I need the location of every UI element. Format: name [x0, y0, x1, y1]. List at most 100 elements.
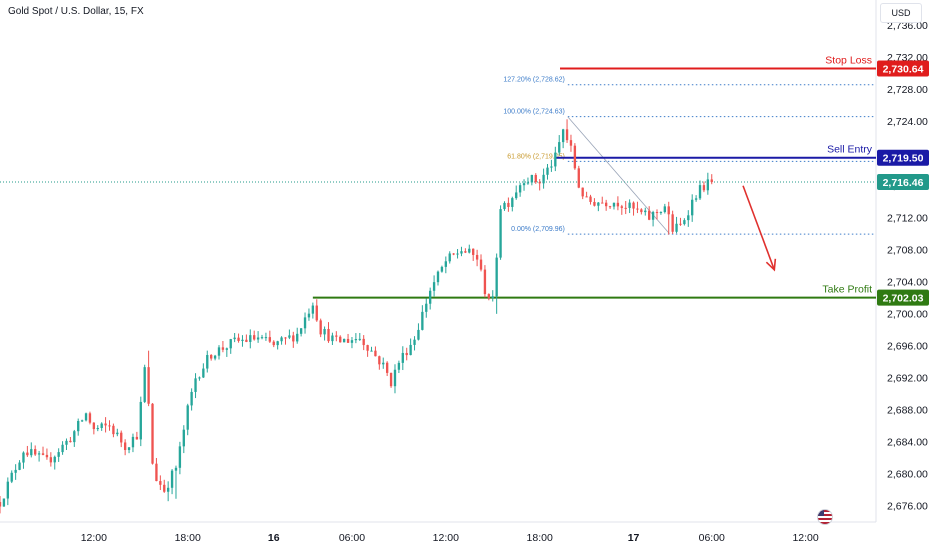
candle-body — [585, 196, 588, 198]
candle-body — [554, 152, 557, 167]
sell_entry-price-badge[interactable] — [877, 149, 929, 166]
candle-body — [569, 140, 573, 146]
candle-body — [339, 336, 342, 343]
candle-body — [96, 427, 99, 430]
candle-body — [499, 209, 502, 258]
sell_entry-price-label: 2,719.50 — [883, 153, 924, 165]
candle-body — [464, 251, 467, 253]
candle-body — [315, 305, 318, 321]
overlay-layer — [742, 185, 777, 272]
candle-body — [323, 328, 326, 335]
candle-body — [100, 423, 103, 428]
candle-body — [37, 453, 41, 455]
candle-body — [6, 481, 9, 499]
price-tick-label: 2,724.00 — [887, 116, 928, 128]
candle-body — [683, 220, 686, 225]
take_profit-price-badge[interactable] — [877, 289, 929, 306]
time-tick-label: 18:00 — [175, 532, 201, 544]
candle-body — [73, 431, 76, 443]
candle-body — [116, 432, 119, 435]
candle-body — [503, 202, 506, 210]
candle-body — [694, 198, 698, 200]
candle-body — [307, 313, 311, 318]
candle-body — [448, 253, 451, 262]
candle-body — [331, 335, 334, 342]
candle-body — [601, 202, 604, 204]
time-tick-label: 06:00 — [699, 532, 725, 544]
candle-body — [354, 339, 358, 341]
candle-body — [296, 333, 299, 342]
us-flag-icon — [817, 509, 833, 525]
candle-body — [229, 339, 232, 349]
candle-body — [530, 174, 534, 183]
candle-body — [362, 338, 365, 346]
candle-body — [698, 185, 702, 199]
candle-body — [518, 185, 522, 193]
fib-level-label: 100.00% (2,724.63) — [503, 109, 565, 116]
candle-body — [0, 501, 2, 507]
candle-body — [456, 253, 459, 255]
time-tick-label: 16 — [268, 532, 280, 544]
candle-body — [26, 452, 29, 456]
candles-layer — [0, 119, 713, 514]
candle-body — [581, 187, 584, 197]
candle-body — [374, 350, 377, 357]
candle-body — [573, 145, 577, 169]
candle-body — [515, 192, 518, 199]
candle-body — [636, 208, 639, 210]
candle-body — [163, 484, 166, 492]
take_profit-label: Take Profit — [822, 284, 872, 296]
candle-body — [104, 423, 107, 426]
candle-body — [190, 391, 193, 406]
candle-body — [292, 335, 295, 342]
candle-body — [565, 129, 569, 141]
candle-body — [69, 440, 72, 443]
candle-body — [608, 206, 612, 208]
candle-body — [432, 282, 436, 291]
candle-body — [628, 202, 631, 208]
candle-body — [632, 202, 635, 209]
candle-body — [452, 253, 455, 255]
price-tick-label: 2,704.00 — [887, 276, 928, 288]
candle-body — [288, 335, 291, 338]
current-price-badge[interactable] — [877, 174, 929, 191]
candle-body — [358, 338, 361, 340]
candle-body — [186, 405, 189, 430]
candle-body — [123, 442, 127, 451]
stop_loss-label: Stop Loss — [825, 55, 872, 67]
candle-body — [409, 344, 412, 356]
candle-body — [84, 413, 88, 421]
candle-body — [276, 341, 279, 346]
candle-body — [10, 472, 13, 482]
candle-body — [655, 212, 659, 214]
candle-body — [327, 328, 330, 342]
candle-body — [679, 223, 682, 225]
current-price-label: 2,716.46 — [883, 177, 924, 189]
candle-body — [88, 413, 92, 423]
candle-body — [319, 320, 322, 335]
currency-button[interactable]: USD — [880, 3, 922, 23]
candle-body — [691, 199, 694, 216]
stop_loss-price-badge[interactable] — [877, 60, 929, 77]
candle-body — [245, 339, 248, 342]
candle-body — [22, 452, 25, 463]
fib-level-label: 127.20% (2,728.62) — [503, 77, 565, 84]
symbol-title: Gold Spot / U.S. Dollar, 15, FX — [8, 6, 144, 17]
candle-body — [210, 354, 213, 359]
candle-body — [475, 254, 479, 260]
candle-body — [522, 183, 526, 186]
candle-body — [648, 210, 651, 220]
candle-body — [61, 444, 64, 453]
candle-body — [616, 202, 620, 207]
candle-body — [534, 174, 537, 183]
candle-body — [479, 259, 483, 270]
candle-body — [170, 470, 174, 488]
time-tick-label: 12:00 — [433, 532, 459, 544]
candle-body — [468, 248, 471, 253]
candle-body — [440, 266, 444, 272]
price-tick-label: 2,736.00 — [887, 20, 928, 32]
projection-arrow-shaft — [742, 185, 776, 271]
candle-body — [182, 429, 185, 447]
